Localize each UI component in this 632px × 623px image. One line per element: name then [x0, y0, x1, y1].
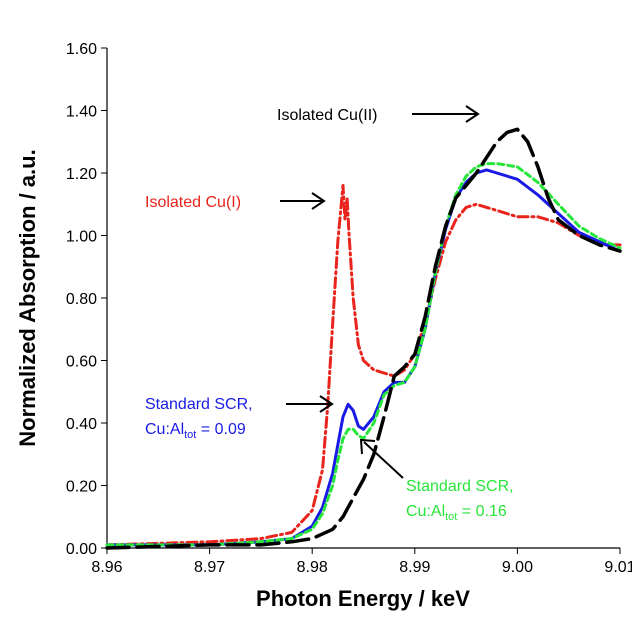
annotation-standard-scr-016: Standard SCR, Cu:Altot = 0.16 [359, 438, 514, 523]
series-line-0 [105, 184, 622, 547]
annotation-scr-009-arrowhead [319, 395, 334, 413]
annotation-scr-016-arrowhead [359, 438, 376, 455]
y-tick-label: 0.60 [66, 354, 97, 371]
annotation-scr-016-line1: Standard SCR, [406, 478, 514, 495]
annotation-isolated-cu1-arrowhead [311, 192, 326, 210]
annotation-isolated-cu2-arrowhead [465, 105, 480, 123]
annotation-isolated-cu1: Isolated Cu(I) [145, 192, 326, 211]
series-line-3 [105, 127, 622, 550]
scr-009-ratio-value: = 0.09 [196, 421, 245, 438]
x-tick-label: 8.96 [91, 559, 122, 576]
scr-016-ratio-prefix: Cu:Al [406, 503, 445, 520]
y-tick-label: 0.80 [66, 291, 97, 308]
annotation-scr-016-line2: Cu:Altot = 0.16 [406, 503, 507, 523]
scr-016-ratio-subscript: tot [445, 511, 457, 523]
x-tick-label: 9.01 [604, 559, 632, 576]
annotation-isolated-cu1-label: Isolated Cu(I) [145, 194, 241, 211]
y-tick-label: 0.20 [66, 479, 97, 496]
x-axis-title: Photon Energy / keV [256, 586, 470, 611]
y-axis-title: Normalized Absorption / a.u. [15, 149, 40, 446]
scr-016-ratio-value: = 0.16 [457, 503, 506, 520]
y-tick-label: 1.40 [66, 104, 97, 121]
annotation-isolated-cu2: Isolated Cu(II) [277, 105, 480, 124]
series-line-2 [105, 162, 622, 547]
x-tick-label: 9.00 [502, 559, 533, 576]
scr-009-ratio-subscript: tot [184, 429, 196, 441]
ticks: 8.96 8.97 8.98 8.99 9.00 9.01 0.00 0.20 0.40 0.60… [66, 41, 632, 576]
annotation-scr-016-arrow [363, 441, 404, 479]
x-tick-label: 8.98 [297, 559, 328, 576]
y-tick-label: 1.60 [66, 41, 97, 58]
x-tick-label: 8.97 [194, 559, 225, 576]
annotation-scr-009-line1: Standard SCR, [145, 396, 253, 413]
series [105, 127, 622, 550]
annotation-scr-009-line2: Cu:Altot = 0.09 [145, 421, 246, 441]
x-tick-label: 8.99 [399, 559, 430, 576]
annotation-standard-scr-009: Standard SCR, Cu:Altot = 0.09 [145, 395, 334, 441]
y-tick-label: 0.40 [66, 416, 97, 433]
y-tick-label: 0.00 [66, 541, 97, 558]
scr-009-ratio-prefix: Cu:Al [145, 421, 184, 438]
annotation-isolated-cu2-label: Isolated Cu(II) [277, 107, 377, 124]
y-tick-label: 1.20 [66, 166, 97, 183]
y-tick-label: 1.00 [66, 229, 97, 246]
